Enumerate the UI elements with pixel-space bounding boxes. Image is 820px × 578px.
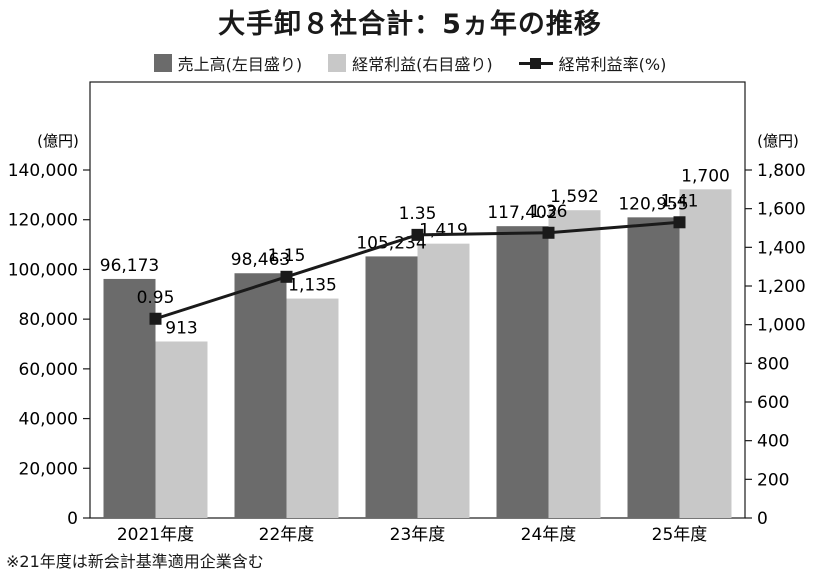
bar-profit [417,243,470,518]
left-tick-label: 20,000 [19,459,78,479]
bar-profit-label: 1,700 [681,166,730,186]
bar-sales [103,278,156,518]
bar-profit [548,210,601,519]
left-tick-label: 40,000 [19,410,78,430]
legend-item-profit: 経常利益(右目盛り) [328,51,493,75]
left-tick-label: 60,000 [19,360,78,380]
bar-sales-label: 98,463 [231,250,290,270]
legend-item-margin: 経常利益率(%) [518,51,667,75]
legend-item-sales: 売上高(左目盛り) [153,51,303,75]
bar-sales-label: 117,402 [487,203,557,223]
right-tick-label: 600 [757,393,789,413]
legend-label-profit: 経常利益(右目盛り) [352,55,493,74]
bar-sales [234,273,287,518]
left-tick-label: 80,000 [19,310,78,330]
legend-label-margin: 経常利益率(%) [558,55,667,74]
margin-point [149,312,162,325]
legend-swatch-profit [328,54,347,72]
margin-point-label: 1.15 [268,246,306,266]
right-tick-label: 1,200 [757,277,806,297]
x-tick-label: 22年度 [259,525,315,545]
right-tick-label: 1,800 [757,161,806,181]
margin-point-label: 1.36 [530,202,568,222]
right-tick-label: 1,000 [757,316,806,336]
margin-point-label: 1.41 [661,191,699,211]
x-tick-label: 24年度 [521,525,577,545]
bar-sales-label: 120,955 [618,194,688,214]
left-tick-label: 120,000 [8,211,78,231]
x-axis: 2021年度 22年度 23年度 24年度 25年度 [117,525,707,545]
bar-profit-label: 1,135 [288,276,337,296]
legend-swatch-sales [153,54,172,72]
left-axis-unit: (億円) [37,132,79,150]
right-axis: 0 200 400 600 800 1,000 1,200 1,400 1,600 1,800 [745,161,806,529]
left-tick-label: 140,000 [8,161,78,181]
margin-point [673,216,686,229]
bar-sales [365,256,418,518]
bars: 96,17391398,4631,135105,2341,419117,4021… [100,166,732,519]
margin-point [411,228,424,241]
right-tick-label: 800 [757,354,789,374]
x-tick-label: 25年度 [652,525,708,545]
x-tick-label: 2021年度 [117,525,194,545]
margin-point-label: 1.35 [399,204,437,224]
left-tick-label: 100,000 [8,260,78,280]
bar-profit [286,298,339,518]
margin-point [280,270,293,283]
right-tick-label: 200 [757,470,789,490]
margin-point [542,226,555,239]
footnote: ※21年度は新会計基準適用企業含む [6,552,264,571]
bar-sales [496,226,549,518]
right-tick-label: 1,400 [757,238,806,258]
bar-profit-label: 913 [165,318,197,338]
right-tick-label: 1,600 [757,200,806,220]
right-tick-label: 400 [757,432,789,452]
margin-point-label: 0.95 [137,288,175,308]
right-axis-unit: (億円) [757,132,799,150]
legend: 売上高(左目盛り) 経常利益(右目盛り) 経常利益率(%) [0,50,820,76]
bar-sales-label: 96,173 [100,256,159,276]
legend-label-sales: 売上高(左目盛り) [177,55,303,74]
bar-profit [155,341,208,518]
right-tick-label: 0 [757,509,768,529]
bar-profit-label: 1,592 [550,187,599,207]
x-tick-label: 23年度 [390,525,446,545]
profit-margin-line: 0.95 1.15 1.35 1.36 1.41 [137,191,699,325]
legend-line-marker-icon [518,54,553,72]
bar-profit [679,189,732,519]
bar-sales [627,217,680,518]
left-axis: 0 20,000 40,000 60,000 80,000 100,000 120,000 1… [8,161,90,529]
chart-title: 大手卸８社合計：5ヵ年の推移 [218,9,602,40]
left-tick-label: 0 [67,509,78,529]
